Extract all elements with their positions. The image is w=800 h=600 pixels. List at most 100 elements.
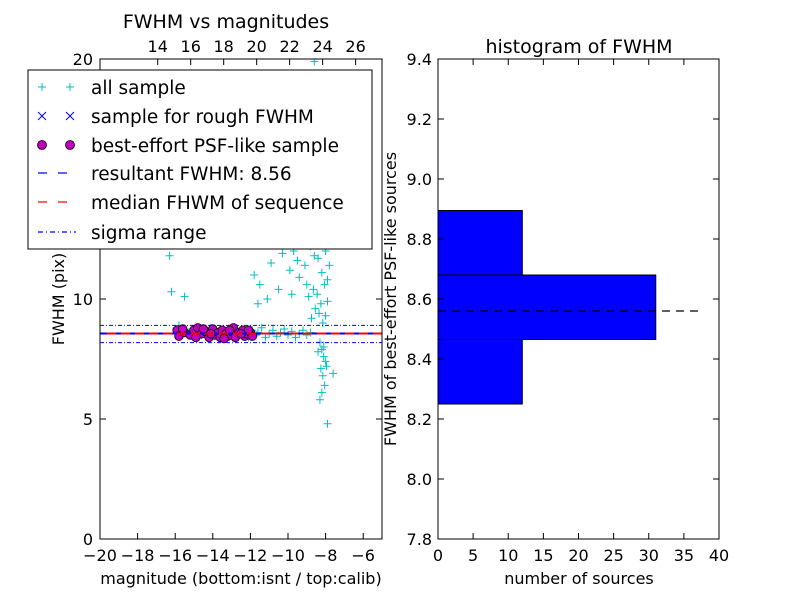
all-sample-point — [321, 357, 330, 366]
histogram-bar — [437, 210, 523, 276]
x-tick-label: −10 — [271, 546, 305, 565]
all-sample-point — [291, 333, 300, 342]
all-sample-point — [329, 369, 338, 378]
x-tick-label: 5 — [468, 546, 478, 565]
top-x-tick-label: 16 — [181, 37, 201, 56]
x-tick-label: 15 — [533, 546, 553, 565]
all-sample-point — [253, 299, 262, 308]
all-sample-point — [323, 275, 332, 284]
histogram-ylabel: FWHM of best-effort PSF-like sources — [381, 152, 400, 446]
all-sample-point — [316, 364, 325, 373]
all-sample-point — [323, 419, 332, 428]
all-sample-point — [250, 271, 259, 279]
all-sample-point — [314, 347, 323, 356]
top-x-tick-label: 14 — [148, 37, 168, 56]
legend-circle-icon — [37, 140, 47, 150]
legend-label: median FHWM of sequence — [91, 193, 344, 214]
all-sample-point — [180, 292, 189, 301]
all-sample-point — [257, 323, 266, 332]
x-tick-label: 20 — [568, 546, 588, 565]
all-sample-point — [321, 311, 330, 320]
all-sample-point — [255, 280, 264, 289]
legend-box — [27, 69, 373, 250]
x-tick-label: −20 — [83, 546, 117, 565]
legend-entry: best-effort PSF-like sample — [37, 136, 339, 157]
reference-lines — [100, 324, 382, 344]
histogram-ticks: 0 5 10 15 20 25 30 35 40 7.8 8.0 8.2 8.4 8.6 8.8 9.0 9.2… — [407, 50, 730, 565]
y-tick-label: 8.0 — [407, 470, 432, 489]
all-sample-point — [320, 381, 329, 390]
all-sample-point — [287, 290, 296, 299]
y-tick-label: 8.8 — [407, 230, 432, 249]
all-sample-point — [314, 254, 323, 263]
all-sample-point — [285, 266, 294, 275]
scatter-panel: FWHM vs magnitudes −20 −18 −16 −14 −12 −10 −8−… — [27, 11, 383, 588]
all-sample-point — [318, 371, 327, 380]
all-sample-point — [317, 388, 326, 397]
x-tick-label: 0 — [433, 546, 443, 565]
y-tick-label: 9.0 — [407, 170, 432, 189]
x-tick-label: −6 — [351, 546, 375, 565]
all-sample-point — [311, 304, 320, 313]
legend-entry: resultant FWHM: 8.56 — [38, 164, 292, 185]
all-sample-point — [261, 333, 270, 342]
all-sample-point — [278, 249, 287, 258]
y-tick-label: 5 — [83, 410, 93, 429]
scatter-title: FWHM vs magnitudes — [123, 11, 329, 33]
top-x-tick-label: 20 — [246, 37, 266, 56]
all-sample-point — [315, 309, 324, 318]
legend-label: sigma range — [91, 223, 207, 244]
histogram-title: histogram of FWHM — [485, 36, 672, 58]
all-sample-point — [302, 280, 311, 289]
histogram-bar — [437, 274, 657, 340]
x-tick-label: 25 — [603, 546, 623, 565]
all-sample-point — [325, 261, 334, 270]
legend-label: resultant FWHM: 8.56 — [91, 164, 292, 185]
scatter-ticks: −20 −18 −16 −14 −12 −10 −8 −6 0 5 10 20 14 16 18 20 22 24… — [73, 37, 382, 565]
all-sample-point — [304, 292, 313, 301]
x-tick-label: −8 — [314, 546, 338, 565]
legend-entry: sigma range — [38, 223, 207, 244]
all-sample-point — [319, 343, 328, 351]
psf-sample-point — [198, 324, 209, 334]
top-x-tick-label: 18 — [214, 37, 234, 56]
legend-plus-icon — [38, 83, 46, 91]
x-tick-label: 40 — [709, 546, 729, 565]
x-tick-label: 10 — [498, 546, 518, 565]
y-tick-label: 8.2 — [407, 410, 432, 429]
all-sample-point — [320, 280, 329, 289]
all-sample-point — [167, 287, 176, 296]
legend-entry: median FHWM of sequence — [38, 193, 344, 214]
y-tick-label: 7.8 — [407, 530, 432, 549]
histogram-xlabel: number of sources — [504, 569, 654, 588]
x-tick-label: −14 — [196, 546, 230, 565]
x-tick-label: 35 — [674, 546, 694, 565]
top-x-tick-label: 26 — [345, 37, 365, 56]
psf-sample-point — [219, 333, 229, 344]
x-tick-label: −18 — [121, 546, 155, 565]
histogram-panel: histogram of FWHM 0 5 10 15 20 25 30 35 40 7.8 8.0… — [381, 36, 729, 588]
top-x-tick-label: 24 — [312, 37, 332, 56]
all-sample-point — [300, 261, 309, 270]
x-tick-label: −16 — [158, 546, 192, 565]
scatter-xlabel: magnitude (bottom:isnt / top:calib) — [100, 569, 381, 588]
legend-circle-icon — [65, 140, 75, 150]
y-tick-label: 8.4 — [407, 350, 432, 369]
all-sample-point — [295, 273, 304, 282]
y-tick-label: 0 — [83, 530, 93, 549]
all-sample-point — [317, 268, 326, 277]
all-sample-point — [316, 299, 325, 308]
legend-label: all sample — [91, 78, 186, 99]
histogram-bars — [437, 210, 702, 405]
all-sample-point — [322, 362, 331, 371]
all-sample-point — [165, 251, 174, 260]
y-tick-label: 9.2 — [407, 110, 432, 129]
x-tick-label: −12 — [234, 546, 268, 565]
all-sample-point — [263, 295, 272, 303]
all-sample-point — [313, 290, 322, 299]
all-sample-point — [307, 314, 316, 323]
all-sample-point — [315, 395, 324, 404]
all-sample-point — [274, 285, 283, 294]
all-sample-point — [284, 331, 292, 339]
